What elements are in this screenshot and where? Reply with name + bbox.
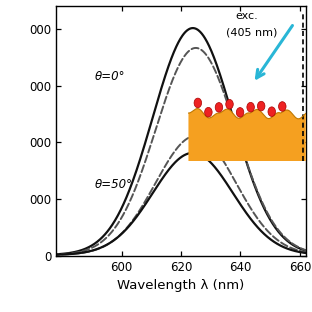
X-axis label: Wavelength λ (nm): Wavelength λ (nm) bbox=[117, 279, 245, 292]
Text: θ=50°: θ=50° bbox=[95, 178, 133, 191]
Text: θ=0°: θ=0° bbox=[95, 70, 125, 83]
